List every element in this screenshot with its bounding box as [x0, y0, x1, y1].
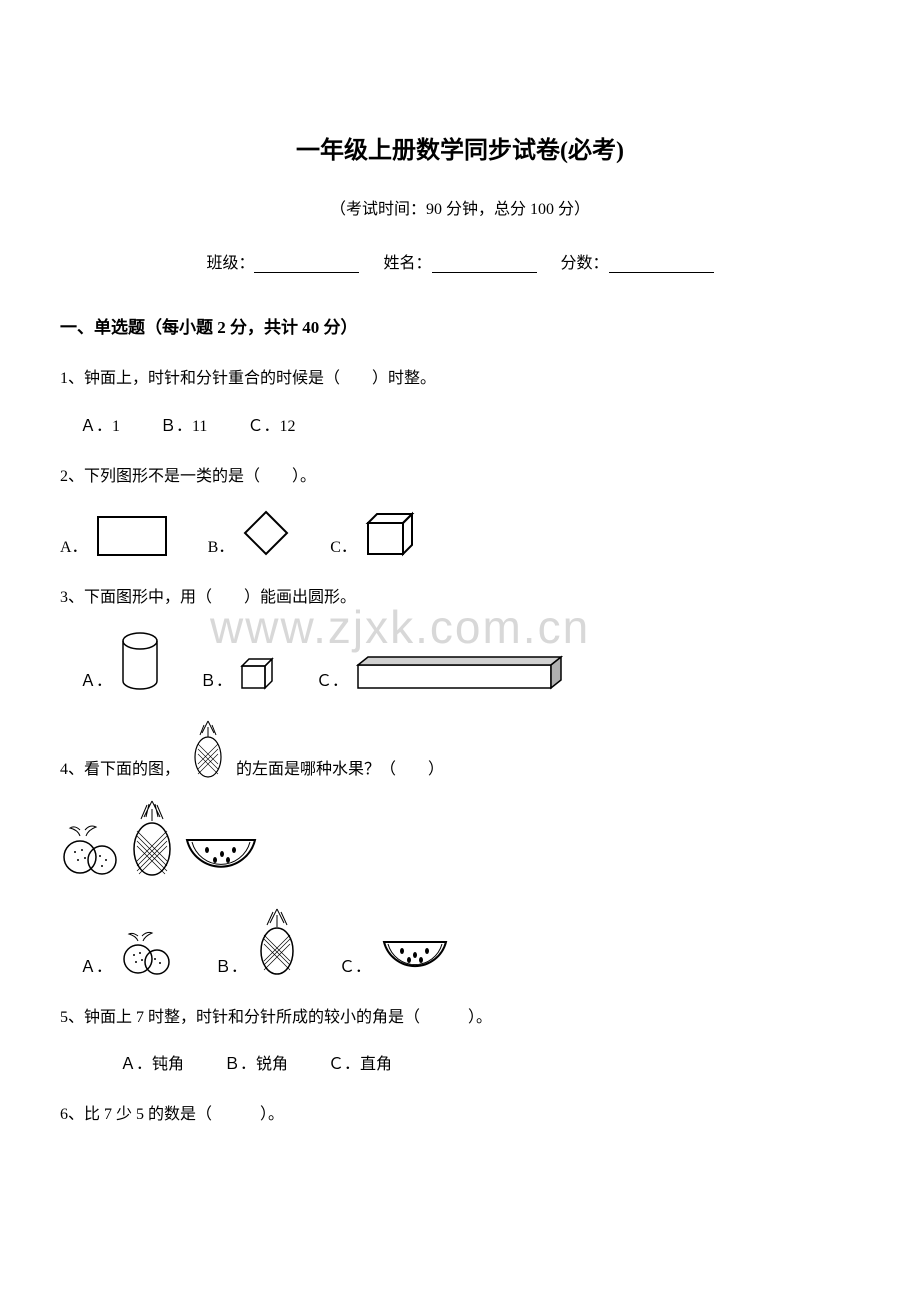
fields-row: 班级： 姓名： 分数： — [60, 249, 860, 273]
name-blank — [432, 255, 537, 273]
class-blank — [254, 255, 359, 273]
q5-option-c: Ｃ．直角 — [328, 1050, 392, 1074]
q2-option-a: A． — [60, 515, 168, 557]
q4-a-label: Ａ． — [80, 953, 112, 977]
q4-options: Ａ． Ｂ． Ｃ． — [80, 907, 860, 977]
q6-text: 6、比 7 少 5 的数是（ ）。 — [60, 1102, 860, 1128]
q4-option-a: Ａ． — [80, 929, 175, 977]
q1-option-b: Ｂ．11 — [160, 412, 207, 436]
pineapple-small-icon — [190, 719, 226, 779]
q5-options: Ａ．钝角 Ｂ．锐角 Ｃ．直角 — [120, 1050, 860, 1074]
q4-suffix: 的左面是哪种水果？（ ） — [236, 755, 444, 779]
q3-option-b: Ｂ． — [200, 657, 276, 691]
q5-option-a: Ａ．钝角 — [120, 1050, 184, 1074]
exam-title: 一年级上册数学同步试卷(必考) — [60, 130, 860, 165]
q3-text: 3、下面图形中，用（ ）能画出圆形。 — [60, 585, 860, 611]
q1-option-a: Ａ．1 — [80, 412, 120, 436]
name-label: 姓名： — [383, 255, 431, 272]
q3-c-label: Ｃ． — [316, 667, 348, 691]
q1-options: Ａ．1 Ｂ．11 Ｃ．12 — [80, 412, 860, 436]
q5-text: 5、钟面上 7 时整，时针和分针所成的较小的角是（ ）。 — [60, 1005, 860, 1031]
q4-b-label: Ｂ． — [215, 953, 247, 977]
q2-options: A． B． C． — [60, 509, 860, 557]
class-label: 班级： — [206, 255, 254, 272]
score-blank — [609, 255, 714, 273]
q5-option-b: Ｂ．锐角 — [224, 1050, 288, 1074]
q2-text: 2、下列图形不是一类的是（ ）。 — [60, 464, 860, 490]
cuboid-icon — [356, 655, 566, 691]
diamond-icon — [242, 509, 290, 557]
q4-fruit-row — [60, 799, 860, 877]
q3-option-a: Ａ． — [80, 631, 160, 691]
score-label: 分数： — [561, 255, 609, 272]
lychee-option-icon — [120, 929, 175, 977]
q4-option-c: Ｃ． — [339, 935, 451, 977]
section-1-header: 一、单选题（每小题 2 分，共计 40 分） — [60, 313, 860, 338]
q4-prefix: 4、看下面的图， — [60, 755, 180, 779]
q2-a-label: A． — [60, 533, 88, 557]
q1-text: 1、钟面上，时针和分针重合的时候是（ ）时整。 — [60, 366, 860, 392]
q2-option-b: B． — [208, 509, 291, 557]
q2-option-c: C． — [330, 511, 415, 557]
q3-b-label: Ｂ． — [200, 667, 232, 691]
watermelon-icon — [182, 832, 260, 877]
q3-options: Ａ． Ｂ． Ｃ． — [80, 631, 860, 691]
pineapple-option-icon — [255, 907, 299, 977]
cylinder-icon — [120, 631, 160, 691]
watermelon-option-icon — [379, 935, 451, 977]
cube-icon — [365, 511, 415, 557]
pineapple-icon — [127, 799, 177, 877]
lychee-icon — [60, 822, 122, 877]
q2-c-label: C． — [330, 533, 357, 557]
q3-a-label: Ａ． — [80, 667, 112, 691]
rectangle-icon — [96, 515, 168, 557]
q2-b-label: B． — [208, 533, 235, 557]
q4-row: 4、看下面的图， 的左面是哪种水果？（ ） — [60, 719, 860, 779]
q4-c-label: Ｃ． — [339, 953, 371, 977]
exam-info: （考试时间：90 分钟，总分 100 分） — [60, 195, 860, 219]
q1-option-c: Ｃ．12 — [247, 412, 295, 436]
q4-option-b: Ｂ． — [215, 907, 299, 977]
q3-option-c: Ｃ． — [316, 655, 566, 691]
small-cube-icon — [240, 657, 276, 691]
